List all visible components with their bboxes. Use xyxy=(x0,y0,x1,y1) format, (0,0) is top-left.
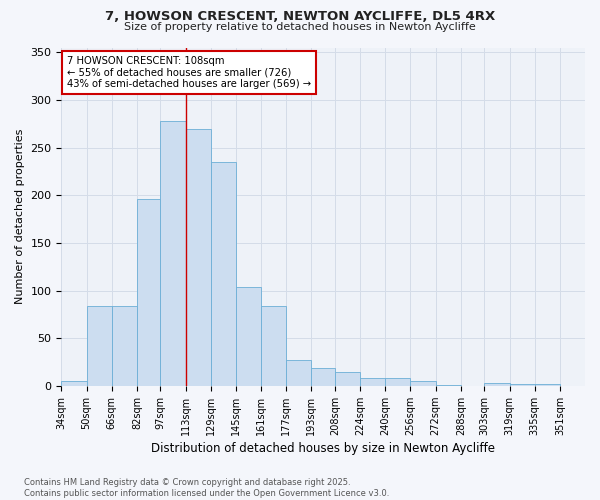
Bar xyxy=(160,121,185,386)
Text: Size of property relative to detached houses in Newton Aycliffe: Size of property relative to detached ho… xyxy=(124,22,476,32)
Text: Contains HM Land Registry data © Crown copyright and database right 2025.
Contai: Contains HM Land Registry data © Crown c… xyxy=(24,478,389,498)
Bar xyxy=(410,381,436,386)
Bar xyxy=(211,162,236,386)
Bar xyxy=(509,384,535,386)
Bar xyxy=(286,360,311,386)
Bar xyxy=(86,306,112,386)
Bar xyxy=(137,199,160,386)
Bar xyxy=(61,381,86,386)
Y-axis label: Number of detached properties: Number of detached properties xyxy=(15,129,25,304)
X-axis label: Distribution of detached houses by size in Newton Aycliffe: Distribution of detached houses by size … xyxy=(151,442,495,455)
Bar xyxy=(484,383,509,386)
Text: 7, HOWSON CRESCENT, NEWTON AYCLIFFE, DL5 4RX: 7, HOWSON CRESCENT, NEWTON AYCLIFFE, DL5… xyxy=(105,10,495,23)
Bar xyxy=(360,378,385,386)
Bar xyxy=(311,368,335,386)
Bar xyxy=(185,128,211,386)
Text: 7 HOWSON CRESCENT: 108sqm
← 55% of detached houses are smaller (726)
43% of semi: 7 HOWSON CRESCENT: 108sqm ← 55% of detac… xyxy=(67,56,311,89)
Bar xyxy=(335,372,360,386)
Bar xyxy=(236,286,261,386)
Bar xyxy=(112,306,137,386)
Bar xyxy=(436,385,461,386)
Bar xyxy=(535,384,560,386)
Bar xyxy=(261,306,286,386)
Bar xyxy=(385,378,410,386)
